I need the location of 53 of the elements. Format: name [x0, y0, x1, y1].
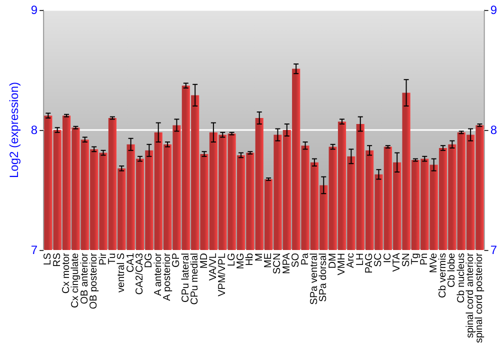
x-tick-label: SPa ventral [308, 253, 320, 305]
x-tick-label: Pn [419, 253, 430, 266]
x-tick-label: Arc [346, 253, 357, 268]
x-tick-label: CA2/CA3 [134, 252, 146, 295]
x-tick-label: Pir [98, 252, 109, 266]
x-tick-label: PAG [364, 252, 376, 274]
x-tick-label: Pa [300, 252, 311, 266]
x-tick-label: MD [198, 253, 210, 269]
x-tick-label: M [254, 253, 265, 262]
x-tick-label: MVe [428, 252, 440, 274]
x-tick-label: Tu [106, 253, 118, 264]
y2-tick-label: 9 [490, 3, 498, 17]
x-tick-label: VA/VL [208, 252, 219, 281]
x-tick-label: MPA [281, 252, 292, 274]
x-tick-label: OB posterior [88, 252, 100, 310]
x-tick-label: CPu lateral [180, 253, 192, 302]
x-tick-label: VPM/VPL [217, 252, 228, 296]
x-tick-label: SN [400, 253, 412, 267]
x-tick-label: VTA [392, 252, 403, 272]
y2-tick-label: 7 [490, 243, 498, 257]
x-tick-label: DM [327, 253, 338, 269]
x-tick-label: LH [354, 253, 366, 266]
x-tick-label: LG [226, 252, 238, 266]
x-tick-label: A posterior [162, 252, 174, 301]
x-tick-label: spinal cord posterior [474, 252, 486, 344]
x-tick-label: CPu medial [190, 253, 201, 305]
x-tick-label: spinal cord anterior [465, 252, 476, 338]
y2-tick-label: 8 [490, 123, 498, 137]
x-tick-label: DG [144, 252, 155, 268]
x-tick-label: SO [290, 252, 302, 268]
x-tick-label: IC [382, 253, 394, 263]
x-tick-label: Cb lobe [446, 252, 458, 288]
x-tick-label: LS [42, 252, 54, 266]
y-tick-label: 9 [30, 3, 38, 17]
x-tick-label: VMH [336, 253, 348, 276]
x-tick-label: SCN [272, 253, 284, 274]
x-tick-label: ME [263, 252, 274, 268]
x-tick-label: GP [171, 252, 182, 268]
x-tick-label: Cb nucleus [456, 253, 467, 304]
x-tick-label: A anterior [152, 252, 164, 296]
x-tick-label: CA1 [125, 252, 136, 272]
x-tick-label: SC [373, 253, 384, 267]
x-tick-label: SPa dorsal [318, 253, 330, 302]
y-tick-label: 7 [30, 243, 38, 257]
x-tick-label: ventral S [116, 252, 128, 292]
x-tick-label: Tg [410, 253, 421, 265]
x-tick-label: RS [52, 252, 63, 267]
x-tick-label: Cx cingulate [70, 252, 82, 308]
x-tick-label: OB anterior [79, 252, 90, 304]
y-tick-label: 8 [30, 123, 38, 137]
y-axis-title: Log2 (expression) [7, 82, 21, 178]
x-tick-label: MG [235, 252, 246, 270]
x-tick-label: Hb [244, 252, 256, 266]
